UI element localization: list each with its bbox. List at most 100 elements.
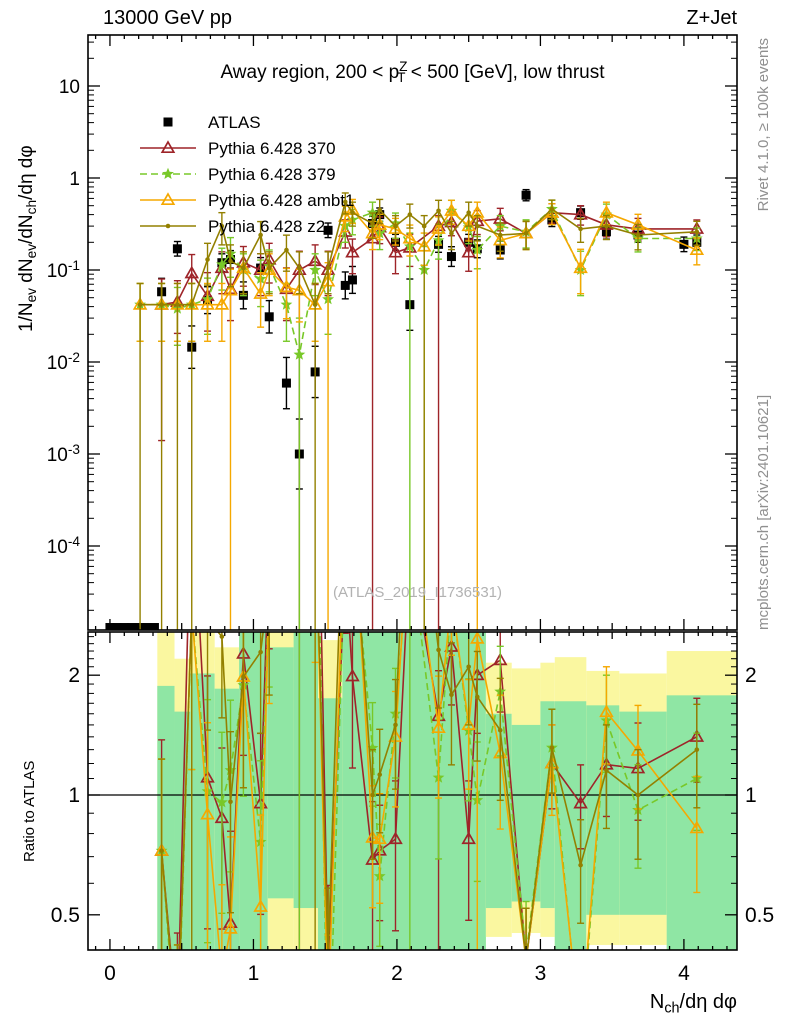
dot-marker: [137, 302, 143, 307]
open-triangle-marker: [160, 140, 176, 154]
star-marker: [339, 532, 351, 543]
open-triangle-marker: [160, 192, 176, 206]
dot-marker: [159, 848, 164, 854]
atlas-data-marker: [323, 225, 333, 235]
dot-marker: [377, 772, 383, 777]
open-triangle-marker: [339, 492, 351, 502]
x-tick-label: 4: [678, 962, 690, 985]
dot-marker: [449, 692, 454, 698]
process-label: Z+Jet: [686, 7, 737, 29]
dot-marker: [165, 223, 171, 229]
open-triangle-marker: [402, 230, 418, 244]
main-y-tick-label: 10-1: [47, 258, 80, 282]
dot-marker: [205, 257, 210, 262]
dot-marker: [421, 223, 427, 229]
dot-marker: [228, 258, 233, 264]
open-triangle-marker: [444, 203, 459, 216]
ratio-y-tick-label: 0.5: [51, 904, 80, 927]
atlas-data-marker: [163, 117, 173, 127]
dot-marker: [604, 223, 609, 229]
dot-marker: [370, 792, 375, 798]
legend-label: Pythia 6.428 370: [208, 139, 336, 158]
ratio-y-tick-label-right: 1: [745, 784, 757, 807]
dot-marker: [466, 210, 471, 215]
band-stat-uncertainty: [190, 673, 215, 950]
open-triangle-marker: [689, 820, 705, 834]
atlas-data-marker: [172, 244, 182, 254]
open-triangle-marker: [216, 970, 228, 980]
open-triangle-marker: [372, 831, 387, 845]
legend-label: ATLAS: [208, 113, 261, 132]
open-triangle-marker: [461, 717, 476, 730]
beam-energy-label: 13000 GeV pp: [103, 7, 232, 29]
open-triangle-marker: [294, 0, 306, 3]
dot-marker: [219, 634, 225, 639]
dot-marker: [524, 958, 529, 963]
open-triangle-marker: [223, 920, 238, 934]
open-triangle-marker: [263, 541, 275, 551]
dot-marker: [393, 223, 398, 229]
star-marker: [309, 263, 321, 275]
dot-marker: [474, 223, 480, 229]
star-marker: [347, 529, 359, 540]
ratio-y-tick-label: 2: [68, 664, 80, 687]
open-triangle-marker: [279, 279, 294, 293]
open-triangle-marker: [292, 282, 307, 296]
open-triangle-marker: [461, 218, 476, 232]
dot-marker: [694, 747, 700, 752]
dot-marker: [436, 208, 441, 214]
dot-marker: [241, 265, 246, 271]
atlas-data-marker: [142, 623, 152, 630]
mcplots-attribution-note: mcplots.cern.ch [arXiv:2401.10621]: [755, 395, 772, 630]
series-line: [140, 199, 697, 307]
open-triangle-marker: [461, 244, 476, 258]
ratio-frame: [87, 631, 738, 951]
main-panel: [105, 188, 705, 630]
open-triangle-marker: [214, 296, 230, 310]
atlas-data-marker: [149, 623, 159, 630]
dot-marker: [258, 649, 263, 655]
dot-marker: [159, 302, 164, 307]
dot-marker: [189, 302, 195, 307]
open-triangle-marker: [599, 704, 614, 718]
legend-entry-pythia-6-428-ambt1: Pythia 6.428 ambt1: [140, 191, 354, 210]
legend-label: Pythia 6.428 ambt1: [208, 191, 354, 210]
legend: ATLAS Pythia 6.428 370 Pythia 6.428 379 Pyt…: [140, 113, 354, 236]
dot-marker: [497, 727, 503, 733]
dot-marker: [635, 232, 641, 238]
legend-entry-pythia-6-428-370: Pythia 6.428 370: [140, 139, 336, 158]
x-tick-label: 0: [104, 962, 116, 985]
dot-marker: [407, 212, 413, 217]
dot-marker: [205, 617, 210, 622]
open-triangle-marker: [689, 242, 705, 256]
series-pythia-6-428-z2: [136, 192, 701, 630]
band-stat-uncertainty: [540, 701, 555, 909]
star-marker: [216, 796, 228, 808]
dot-marker: [350, 502, 355, 507]
open-triangle-marker: [470, 632, 485, 644]
series-line: [160, 632, 698, 950]
dot-marker: [267, 582, 272, 587]
star-marker: [366, 206, 379, 218]
open-triangle-marker: [263, 587, 275, 597]
ratio-y-tick-label-right: 0.5: [745, 904, 774, 927]
open-triangle-marker: [223, 282, 238, 296]
dot-marker: [497, 232, 503, 238]
open-triangle-marker: [520, 954, 532, 964]
dot-marker: [175, 302, 180, 307]
rivet-version-note: Rivet 4.1.0, ≥ 100k events: [755, 38, 772, 211]
open-triangle-marker: [322, 1010, 334, 1020]
x-tick-label: 3: [535, 962, 547, 985]
open-triangle-marker: [573, 260, 588, 274]
open-triangle-marker: [431, 221, 446, 234]
open-triangle-marker: [184, 265, 200, 279]
open-triangle-marker: [573, 795, 588, 809]
main-y-tick-label: 10-3: [47, 442, 80, 466]
dot-marker: [449, 231, 454, 236]
ratio-panel: [88, 0, 737, 1024]
dot-marker: [343, 431, 348, 436]
open-triangle-marker: [172, 1019, 184, 1024]
axes-and-frames: 0 1 2 3 4 10 1 10-1 10-2 10-3 10-4 2 2 1 1 0.5 0.5: [47, 34, 774, 985]
star-marker: [216, 258, 228, 270]
